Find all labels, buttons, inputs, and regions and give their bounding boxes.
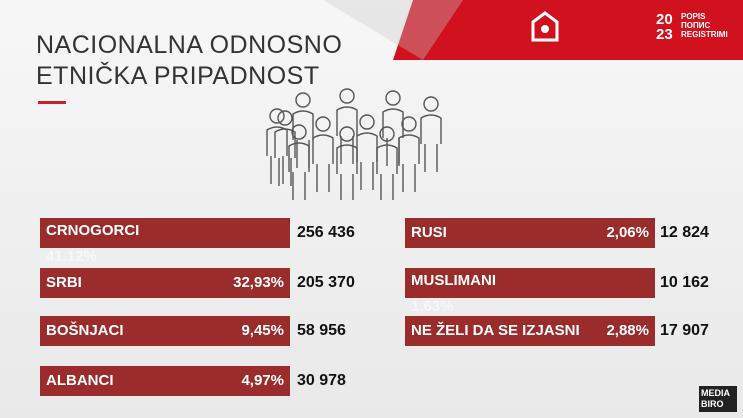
category-percent: 2,88% [606,322,649,339]
category-percent: 1,63% [411,298,454,315]
category-bar: RUSI 2,06% [405,218,655,248]
logo-year-bottom: 23 [656,26,673,43]
category-bar: BOŠNJACI 9,45% [40,316,290,346]
category-name: BOŠNJACI [46,322,124,339]
watermark-line: MEDIA [701,388,730,398]
logo-line: ПОПИС [681,21,711,30]
accent-line [38,101,66,104]
title-line: NACIONALNA ODNOSNO [36,31,343,59]
logo-banner [323,0,743,60]
category-name: NE ŽELI DA SE IZJASNI [411,322,580,339]
category-name: RUSI [411,224,447,241]
logo-year-top: 20 [656,11,673,28]
category-count: 10 162 [660,274,709,291]
category-percent: 4,97% [241,372,284,389]
category-name: MUSLIMANI [411,272,496,289]
category-name: SRBI [46,274,82,291]
category-count: 205 370 [297,274,355,291]
category-name: CRNOGORCI [46,222,140,239]
category-bar: ALBANCI 4,97% [40,366,290,396]
title: NACIONALNA ODNOSNO ETNIČKA PRIPADNOST [36,30,342,92]
logo-line: POPIS [681,12,706,21]
category-count: 30 978 [297,372,346,389]
watermark-line: BIRO [701,399,724,409]
category-bar: MUSLIMANI 1,63% [405,268,655,315]
category-count: 17 907 [660,322,709,339]
category-count: 12 824 [660,224,709,241]
people-icon [266,88,442,200]
category-percent: 9,45% [241,322,284,339]
category-count: 256 436 [297,224,355,241]
logo-line: REGISTRIMI [681,30,728,39]
title-line: ETNIČKA PRIPADNOST [36,62,320,90]
category-bar: CRNOGORCI 41,12% [40,218,290,265]
category-percent: 32,93% [233,274,284,291]
logo-year: 20 23 [656,12,673,42]
logo-text: POPIS ПОПИС REGISTRIMI [681,12,728,39]
category-bar: SRBI 32,93% [40,268,290,298]
category-bar: NE ŽELI DA SE IZJASNI 2,88% [405,316,655,346]
watermark: MEDIA BIRO [699,386,737,412]
category-percent: 41,12% [46,248,97,265]
category-percent: 2,06% [606,224,649,241]
category-count: 58 956 [297,322,346,339]
category-name: ALBANCI [46,372,114,389]
